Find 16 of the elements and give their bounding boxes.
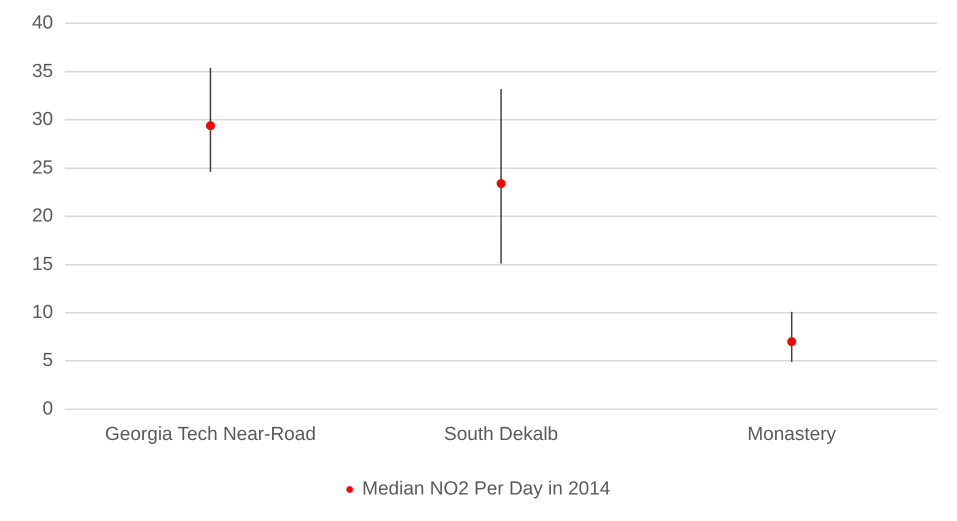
y-tick-label: 40: [32, 12, 54, 34]
y-tick-label: 35: [32, 60, 54, 82]
x-tick-label: Georgia Tech Near-Road: [105, 424, 316, 445]
y-tick-label: 0: [42, 398, 54, 420]
y-tick-label: 5: [42, 350, 54, 372]
y-tick-label: 15: [32, 254, 54, 275]
y-tick-label: 20: [32, 206, 54, 227]
y-tick-label: 10: [32, 302, 54, 323]
x-tick-label: Monastery: [747, 424, 837, 445]
y-tick-label: 25: [32, 157, 54, 178]
point: [496, 179, 506, 188]
legend-label: Median NO2 Per Day in 2014: [362, 478, 611, 500]
point: [206, 121, 215, 130]
point: [787, 337, 796, 346]
y-tick-label: 30: [32, 109, 54, 130]
x-tick-label: South Dekalb: [444, 424, 558, 445]
